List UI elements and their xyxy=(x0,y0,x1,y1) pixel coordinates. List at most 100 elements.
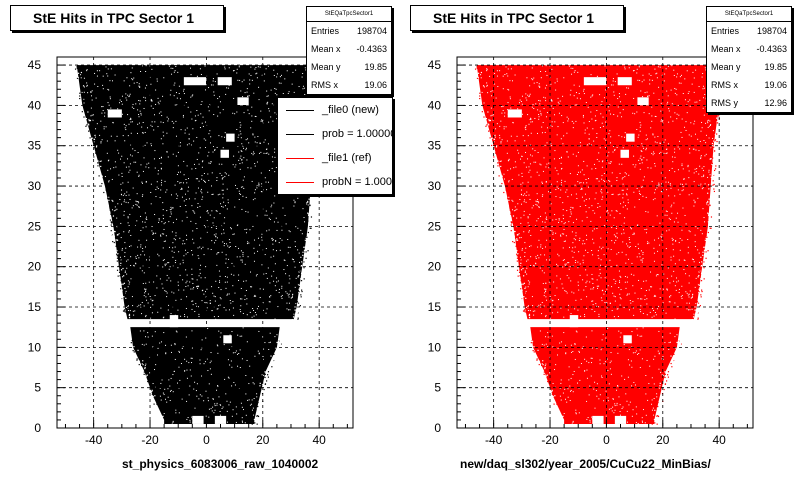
legend-entry: probN = 1.000000 xyxy=(278,170,392,194)
x-tick-label: 20 xyxy=(656,433,670,447)
y-tick-label: 30 xyxy=(428,179,442,193)
empty-region xyxy=(214,415,227,424)
left-stats-row-rms-x: RMS x 19.06 xyxy=(307,76,391,94)
left-stats-title: StEQaTpcSector1 xyxy=(307,7,391,22)
scatter-texture xyxy=(474,65,723,425)
left-legend: _file0 (new) prob = 1.000000 _file1 (ref… xyxy=(277,97,393,195)
stats-label: Mean y xyxy=(311,62,341,72)
stats-label: RMS x xyxy=(711,80,738,90)
right-pad: StE Hits in TPC Sector 1 -40 -20 0 20 40 0 5 10… xyxy=(400,0,800,480)
empty-region xyxy=(237,97,249,106)
empty-region xyxy=(626,133,635,142)
y-tick-label: 25 xyxy=(428,219,442,233)
x-tick-label: 40 xyxy=(712,433,726,447)
y-tick-label: 35 xyxy=(428,139,442,153)
right-chart-title: StE Hits in TPC Sector 1 xyxy=(410,5,624,31)
y-tick-label: 35 xyxy=(28,139,42,153)
legend-label: _file1 (ref) xyxy=(322,152,372,164)
stats-label: Mean y xyxy=(711,62,741,72)
legend-line-red xyxy=(286,181,314,183)
stats-label: RMS y xyxy=(711,98,738,108)
stats-label: Entries xyxy=(711,26,740,36)
empty-region xyxy=(223,335,232,344)
legend-entry: _file0 (new) xyxy=(278,98,392,122)
right-stats-title: StEQaTpcSector1 xyxy=(707,7,791,22)
y-tick-label: 15 xyxy=(28,300,42,314)
right-chart: -40 -20 0 20 40 0 5 10 15 20 25 30 35 40 45 xyxy=(428,56,754,447)
stats-value: 198704 xyxy=(356,26,387,36)
empty-region xyxy=(507,109,522,118)
y-tick-label: 5 xyxy=(434,381,441,395)
right-stats-box: StEQaTpcSector1 Entries 198704 Mean x -0.4… xyxy=(706,6,792,113)
x-tick-label: -20 xyxy=(541,433,559,447)
y-tick-label: 0 xyxy=(34,421,41,435)
empty-region xyxy=(192,415,204,424)
legend-entry: prob = 1.000000 xyxy=(278,122,392,146)
y-tick-label: 15 xyxy=(428,300,442,314)
y-tick-label: 30 xyxy=(28,179,42,193)
y-tick-label: 45 xyxy=(28,58,42,72)
empty-region xyxy=(637,97,649,106)
hit-region-lower xyxy=(530,327,680,424)
right-stats-row-rms-y: RMS y 12.96 xyxy=(707,94,791,112)
x-tick-label: -20 xyxy=(141,433,159,447)
left-stats-box: StEQaTpcSector1 Entries 198704 Mean x -0.4… xyxy=(306,6,392,95)
empty-region xyxy=(617,77,632,86)
empty-region xyxy=(623,335,632,344)
stats-value: -0.4363 xyxy=(756,44,787,54)
empty-region xyxy=(583,77,607,86)
scatter-texture xyxy=(74,65,323,425)
stats-label: RMS x xyxy=(311,80,338,90)
empty-region xyxy=(169,315,179,328)
legend-label: probN = 1.000000 xyxy=(322,176,393,188)
x-tick-label: -40 xyxy=(485,433,503,447)
empty-region xyxy=(226,133,235,142)
stats-label: Mean x xyxy=(311,44,341,54)
left-stats-row-entries: Entries 198704 xyxy=(307,22,391,40)
x-tick-label: -40 xyxy=(85,433,103,447)
left-x-axis-title: st_physics_6083006_raw_1040002 xyxy=(122,457,319,471)
legend-line-red xyxy=(286,157,314,159)
legend-entry: _file1 (ref) xyxy=(278,146,392,170)
empty-region xyxy=(592,415,604,424)
right-x-axis-title: new/daq_sl302/year_2005/CuCu22_MinBias/ xyxy=(460,457,711,471)
y-tick-label: 20 xyxy=(428,260,442,274)
left-chart: -40 -20 0 20 40 0 5 10 15 20 25 30 35 40 45 xyxy=(28,56,354,447)
stats-label: Mean x xyxy=(711,44,741,54)
left-pad: StE Hits in TPC Sector 1 -40 -20 0 20 40 0 5 10… xyxy=(10,5,393,471)
stats-value: 19.85 xyxy=(764,62,787,72)
right-stats-row-rms-x: RMS x 19.06 xyxy=(707,76,791,94)
stats-value: 19.85 xyxy=(364,62,387,72)
y-tick-label: 40 xyxy=(428,98,442,112)
hit-region-lower xyxy=(130,327,280,424)
stats-value: 12.96 xyxy=(764,98,787,108)
stats-value: -0.4363 xyxy=(356,44,387,54)
empty-region xyxy=(614,415,627,424)
y-tick-label: 25 xyxy=(28,219,42,233)
y-tick-label: 45 xyxy=(428,58,442,72)
empty-region xyxy=(220,149,229,158)
right-stats-row-mean-x: Mean x -0.4363 xyxy=(707,40,791,58)
legend-line-black xyxy=(286,133,314,135)
y-tick-label: 10 xyxy=(28,340,42,354)
stats-value: 19.06 xyxy=(764,80,787,90)
y-tick-label: 10 xyxy=(428,340,442,354)
y-tick-label: 5 xyxy=(34,381,41,395)
empty-region xyxy=(183,77,207,86)
stats-label: Entries xyxy=(311,26,340,36)
legend-label: prob = 1.000000 xyxy=(322,128,392,140)
x-tick-label: 0 xyxy=(603,433,610,447)
x-tick-label: 40 xyxy=(312,433,326,447)
legend-line-black xyxy=(286,109,314,111)
right-stats-row-mean-y: Mean y 19.85 xyxy=(707,58,791,76)
stats-value: 19.06 xyxy=(364,80,387,90)
empty-region xyxy=(620,149,629,158)
right-stats-row-entries: Entries 198704 xyxy=(707,22,791,40)
empty-region xyxy=(569,315,579,328)
y-tick-label: 20 xyxy=(28,260,42,274)
y-tick-label: 0 xyxy=(434,421,441,435)
empty-region xyxy=(107,109,122,118)
left-stats-row-mean-x: Mean x -0.4363 xyxy=(307,40,391,58)
y-tick-label: 40 xyxy=(28,98,42,112)
stats-value: 198704 xyxy=(756,26,787,36)
